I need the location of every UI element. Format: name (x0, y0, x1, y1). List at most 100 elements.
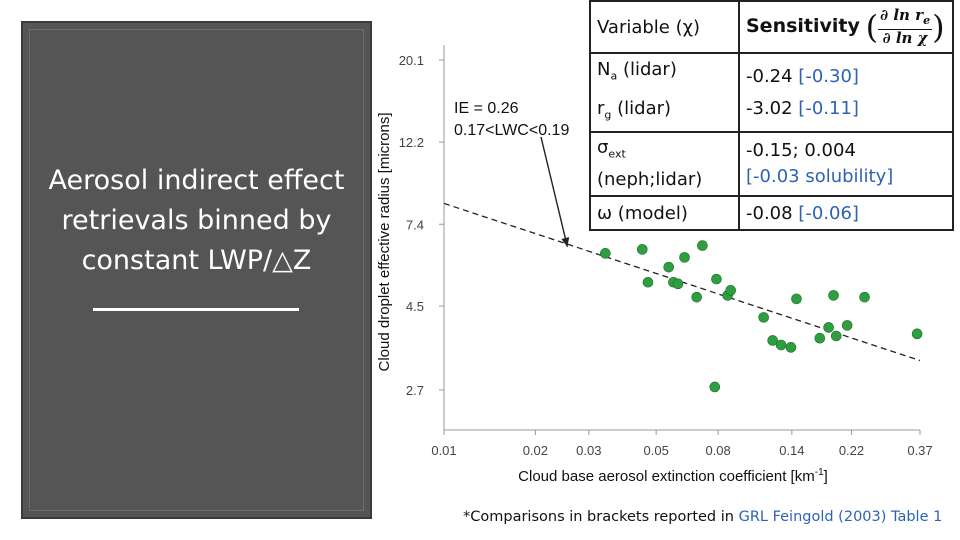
x-axis-label-text: Cloud base aerosol extinction coefficien… (518, 468, 815, 485)
variable-cell: σext (neph;lidar) (589, 131, 740, 198)
x-axis-label-sup: -1 (815, 467, 824, 478)
comparison-value: [-0.11] (798, 97, 859, 119)
formula-open-paren: ( (865, 8, 879, 46)
formula-denominator: ∂ ln χ (882, 29, 928, 47)
annotation-lwc: 0.17<LWC<0.19 (454, 122, 569, 139)
formula-numerator-sub: e (923, 14, 931, 27)
data-point (600, 248, 611, 259)
left-panel: Aerosol indirect effect retrievals binne… (0, 0, 376, 540)
x-tick-label: 0.01 (431, 443, 456, 458)
sensitivity-cell: -0.15; 0.004 [-0.03 solubility] (738, 131, 954, 198)
data-point (785, 342, 797, 353)
chart-axes: 0.01 0.02 0.03 0.05 0.08 0.14 0.22 0.37 2.7 4.5 7.… (399, 45, 933, 458)
data-point (830, 330, 842, 342)
x-axis-label: Cloud base aerosol extinction coefficien… (518, 467, 828, 485)
sensitivity-value: -0.15; 0.004 (746, 140, 856, 162)
table-row: σext (neph;lidar) -0.15; 0.004 [-0.03 so… (589, 131, 954, 198)
x-axis-label-end: ] (824, 468, 828, 485)
y-tick-label: 12.2 (399, 135, 424, 150)
data-point (828, 290, 839, 301)
data-point (775, 339, 787, 351)
variable-cell: ω (model) (589, 195, 740, 232)
table-header-row: Variable (χ) Sensitivity (∂ ln re ∂ ln χ) (589, 0, 954, 54)
x-tick-label: 0.05 (644, 443, 669, 458)
title-card-inner-border (29, 29, 364, 511)
variable-sigma-ext: σext (597, 135, 732, 168)
annotation-arrow (540, 136, 569, 248)
sensitivity-na: -0.24 [-0.30] (746, 61, 946, 93)
data-point (725, 285, 736, 296)
variable-symbol: N (597, 59, 611, 80)
variable-cell: Na (lidar) rg (lidar) (589, 51, 740, 134)
table-row: ω (model) -0.08 [-0.06] (589, 195, 954, 232)
data-point (679, 252, 690, 263)
data-point (697, 240, 708, 251)
data-point (758, 312, 769, 323)
data-point (709, 381, 721, 393)
scatter-chart: 0.01 0.02 0.03 0.05 0.08 0.14 0.22 0.37 2.7 4.5 7.… (376, 45, 933, 485)
annotation-arrowhead (561, 237, 570, 247)
formula-numerator-text: ∂ ln r (880, 6, 924, 24)
sensitivity-value: -3.02 (746, 97, 799, 119)
data-point (911, 328, 923, 340)
sensitivity-value: -0.24 (746, 65, 799, 87)
data-point (691, 291, 702, 303)
x-tick-label: 0.37 (907, 443, 932, 458)
data-point (642, 276, 654, 288)
footnote-text: *Comparisons in brackets reported in (463, 509, 739, 525)
footnote-reference: GRL Feingold (2003) Table 1 (738, 509, 943, 525)
comparison-value: [-0.06] (798, 202, 859, 224)
footnote: *Comparisons in brackets reported in GRL… (463, 509, 942, 525)
x-tick-label: 0.14 (779, 443, 804, 458)
data-point (636, 244, 648, 255)
variable-source: (model) (612, 202, 688, 224)
header-variable: Variable (χ) (589, 0, 740, 54)
variable-symbol: σ (597, 136, 609, 158)
x-tick-label: 0.22 (839, 443, 864, 458)
annotation-ie: IE = 0.26 (454, 100, 519, 117)
sensitivity-cell: -0.08 [-0.06] (738, 195, 954, 232)
title-card: Aerosol indirect effect retrievals binne… (21, 21, 372, 519)
variable-na: Na (lidar) (597, 54, 732, 93)
variable-subscript: ext (608, 147, 626, 161)
formula-close-paren: ) (932, 8, 945, 46)
y-tick-label: 4.5 (406, 299, 424, 314)
title-underline (93, 308, 299, 311)
sensitivity-cell: -0.24 [-0.30] -3.02 [-0.11] (738, 51, 954, 134)
slide-title: Aerosol indirect effect retrievals binne… (48, 165, 345, 276)
x-tick-label: 0.08 (705, 443, 730, 458)
sensitivity-value: -0.08 (746, 202, 799, 224)
variable-source: (lidar) (611, 97, 672, 119)
sensitivity-table: Variable (χ) Sensitivity (∂ ln re ∂ ln χ)… (589, 0, 954, 232)
table-row: Na (lidar) rg (lidar) -0.24 [-0.30] -3.0… (589, 51, 954, 134)
data-point (841, 320, 853, 331)
formula-numerator: ∂ ln re (878, 6, 933, 30)
variable-subscript: g (604, 108, 612, 122)
data-point (859, 291, 870, 303)
data-point (791, 293, 802, 305)
variable-rg: rg (lidar) (597, 93, 732, 132)
sensitivity-label: Sensitivity (746, 15, 860, 37)
data-point (814, 332, 826, 344)
variable-source: (neph;lidar) (597, 169, 703, 191)
variable-source: (lidar) (617, 59, 677, 80)
data-point (672, 278, 684, 290)
data-point (767, 335, 778, 346)
variable-symbol: r (597, 97, 605, 119)
y-axis-label: Cloud droplet effective radius [microns] (376, 112, 393, 371)
data-point (663, 261, 675, 273)
variable-subscript: a (610, 69, 618, 83)
annotation: IE = 0.26 0.17<LWC<0.19 (454, 100, 570, 248)
data-point (711, 273, 722, 285)
data-point (823, 322, 834, 333)
x-tick-label: 0.02 (523, 443, 548, 458)
x-tick-label: 0.03 (576, 443, 601, 458)
y-tick-label: 20.1 (399, 53, 424, 68)
variable-symbol: ω (597, 202, 613, 224)
sensitivity-rg: -3.02 [-0.11] (746, 93, 946, 125)
comparison-value: [-0.03 solubility] (746, 166, 894, 188)
comparison-value: [-0.30] (798, 65, 859, 87)
sensitivity-formula: ∂ ln re ∂ ln χ (878, 6, 933, 47)
data-points (600, 208, 923, 393)
y-tick-label: 2.7 (406, 383, 424, 398)
